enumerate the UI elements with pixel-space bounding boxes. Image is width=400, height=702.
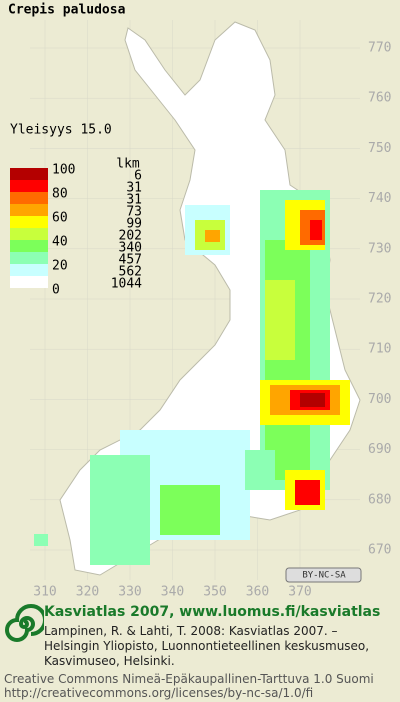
footer-heading: Kasviatlas 2007, www.luomus.fi/kasviatla… (44, 604, 381, 620)
x-label: 330 (118, 585, 141, 600)
x-label: 310 (33, 585, 56, 600)
y-label: 710 (368, 342, 391, 357)
legend-swatch (10, 168, 48, 180)
legend-swatch (10, 192, 48, 204)
legend-swatch (10, 216, 48, 228)
y-label: 740 (368, 191, 391, 206)
y-label: 730 (368, 241, 391, 256)
legend-swatch (10, 228, 48, 240)
frequency-label: Yleisyys 15.0 (10, 123, 112, 138)
legend-count: 202 (119, 229, 142, 244)
legend-count: 1044 (111, 277, 142, 292)
legend-swatch (10, 264, 48, 276)
x-label: 360 (246, 585, 269, 600)
legend-count: 6 (134, 169, 142, 184)
legend-swatch (10, 180, 48, 192)
legend-label: 60 (52, 211, 68, 226)
legend-count: 457 (119, 253, 142, 268)
x-label: 370 (288, 585, 311, 600)
citation-line: Lampinen, R. & Lahti, T. 2008: Kasviatla… (44, 624, 338, 638)
license-badge (285, 567, 362, 583)
license-line: Creative Commons Nimeä-Epäkaupallinen-Ta… (4, 672, 374, 686)
legend-label: 40 (52, 235, 68, 250)
legend-count: 340 (119, 241, 142, 256)
y-label: 680 (368, 492, 391, 507)
legend-label: 100 (52, 163, 75, 178)
occurrence-patches (90, 190, 350, 565)
legend-label: 0 (52, 283, 60, 298)
island (34, 534, 48, 546)
legend-count: 31 (126, 181, 142, 196)
citation-line: Kasvimuseo, Helsinki. (44, 654, 175, 668)
y-label: 670 (368, 543, 391, 558)
y-label: 750 (368, 141, 391, 156)
license-badge-text: BY-NC-SA (302, 571, 346, 581)
legend-label: 20 (52, 259, 68, 274)
species-title: Crepis paludosa (8, 3, 126, 18)
y-label: 760 (368, 91, 391, 106)
logo (5, 604, 44, 642)
x-label: 340 (161, 585, 184, 600)
legend-swatch (10, 276, 48, 288)
legend-count: 73 (126, 205, 142, 220)
legend-count: 562 (119, 265, 142, 280)
y-label: 770 (368, 41, 391, 56)
legend-swatch (10, 204, 48, 216)
legend-swatch (10, 240, 48, 252)
legend-count: 31 (126, 193, 142, 208)
y-label: 720 (368, 292, 391, 307)
x-label: 350 (203, 585, 226, 600)
y-label: 690 (368, 442, 391, 457)
citation-line: Helsingin Yliopisto, Luonnontieteellinen… (44, 639, 370, 653)
legend-swatch (10, 252, 48, 264)
count-header: lkm (116, 157, 140, 172)
y-label: 700 (368, 392, 391, 407)
legend-count: 99 (126, 217, 142, 232)
license-line: http://creativecommons.org/licenses/by-n… (4, 686, 314, 700)
x-label: 320 (76, 585, 99, 600)
legend-label: 80 (52, 187, 68, 202)
